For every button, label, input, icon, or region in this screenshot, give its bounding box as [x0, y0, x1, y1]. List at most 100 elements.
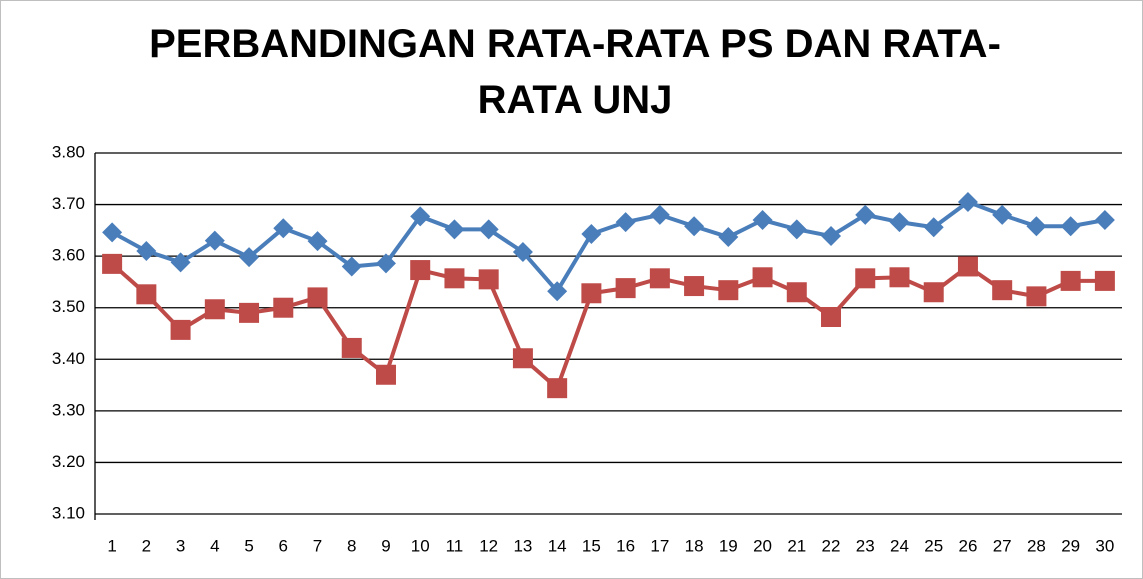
x-tick-label: 30 [1095, 536, 1114, 555]
square-marker [204, 299, 225, 320]
square-marker [170, 319, 191, 340]
diamond-marker [410, 206, 431, 227]
square-marker [444, 268, 465, 289]
square-marker [684, 276, 705, 297]
x-tick-label: 23 [856, 536, 875, 555]
x-tick-label: 15 [582, 536, 601, 555]
x-tick-label: 5 [244, 536, 253, 555]
square-marker [923, 282, 944, 303]
x-tick-label: 10 [411, 536, 430, 555]
diamond-marker [684, 216, 705, 237]
x-tick-label: 22 [822, 536, 841, 555]
square-marker [889, 267, 910, 288]
diamond-marker [957, 191, 978, 212]
x-tick-label: 21 [787, 536, 806, 555]
chart-title: PERBANDINGAN RATA-RATA PS DAN RATA-RATA … [149, 22, 1001, 122]
diamond-marker [512, 242, 533, 263]
diamond-marker [923, 217, 944, 238]
x-tick-label: 6 [279, 536, 288, 555]
y-tick-label: 3.20 [52, 452, 85, 471]
y-tick-label: 3.80 [52, 142, 85, 161]
x-tick-label: 16 [616, 536, 635, 555]
series-line [110, 262, 1105, 391]
square-marker [786, 282, 807, 303]
x-tick-label: 2 [142, 536, 151, 555]
x-tick-label: 18 [685, 536, 704, 555]
diamond-marker [273, 218, 294, 239]
diamond-marker [786, 219, 807, 240]
diamond-marker [136, 240, 157, 261]
x-tick-label: 4 [210, 536, 219, 555]
x-tick-label: 11 [446, 536, 464, 555]
square-marker [1094, 270, 1115, 291]
square-marker [957, 256, 978, 277]
diamond-marker [992, 204, 1013, 225]
diamond-marker [239, 247, 260, 268]
x-tick-label: 7 [313, 536, 322, 555]
y-tick-label: 3.40 [52, 349, 85, 368]
x-tick-label: 25 [924, 536, 943, 555]
square-marker [718, 280, 739, 301]
x-tick-label: 28 [1027, 536, 1046, 555]
square-marker [821, 306, 842, 327]
square-marker [1060, 270, 1081, 291]
diamond-marker [821, 226, 842, 247]
square-marker [307, 287, 328, 308]
diamond-marker [889, 212, 910, 233]
square-marker [615, 278, 636, 299]
square-marker [102, 253, 123, 274]
x-tick-label: 12 [479, 536, 498, 555]
diamond-marker [752, 210, 773, 231]
y-tick-label: 3.50 [52, 297, 85, 316]
diamond-marker [649, 204, 670, 225]
x-tick-label: 24 [890, 536, 909, 555]
square-marker [273, 297, 294, 318]
diamond-marker [581, 223, 602, 244]
x-tick-label: 27 [993, 536, 1012, 555]
x-tick-label: 17 [650, 536, 669, 555]
diamond-marker [855, 204, 876, 225]
diamond-marker [1026, 216, 1047, 237]
diamond-marker [204, 230, 225, 251]
square-marker [410, 260, 431, 281]
diamond-marker [615, 212, 636, 233]
diamond-marker [718, 227, 739, 248]
x-tick-label: 9 [381, 536, 390, 555]
x-tick-label: 8 [347, 536, 356, 555]
square-marker [752, 267, 773, 288]
square-marker [649, 268, 670, 289]
square-marker [239, 302, 260, 323]
x-tick-label: 26 [958, 536, 977, 555]
square-marker [478, 269, 499, 290]
diamond-marker [1060, 216, 1081, 237]
square-marker [1026, 286, 1047, 307]
diamond-marker [307, 231, 328, 252]
diamond-marker [1094, 210, 1115, 231]
square-marker [992, 280, 1013, 301]
square-marker [136, 284, 157, 305]
x-tick-label: 14 [548, 536, 567, 555]
x-tick-label: 1 [107, 536, 116, 555]
y-tick-label: 3.70 [52, 194, 85, 213]
square-marker [581, 283, 602, 304]
diamond-marker [341, 256, 362, 277]
square-marker [375, 364, 396, 385]
diamond-marker [478, 219, 499, 240]
x-tick-label: 19 [719, 536, 738, 555]
diamond-marker [102, 222, 123, 243]
diamond-marker [547, 281, 568, 302]
square-marker [512, 348, 533, 369]
square-marker [547, 378, 568, 399]
y-tick-label: 3.10 [52, 503, 85, 522]
diamond-marker [375, 253, 396, 274]
square-marker [341, 337, 362, 358]
x-tick-label: 3 [176, 536, 185, 555]
square-marker [855, 268, 876, 289]
x-tick-label: 13 [513, 536, 532, 555]
diamond-marker [444, 219, 465, 240]
x-tick-label: 20 [753, 536, 772, 555]
x-tick-label: 29 [1061, 536, 1080, 555]
y-tick-label: 3.60 [52, 246, 85, 265]
